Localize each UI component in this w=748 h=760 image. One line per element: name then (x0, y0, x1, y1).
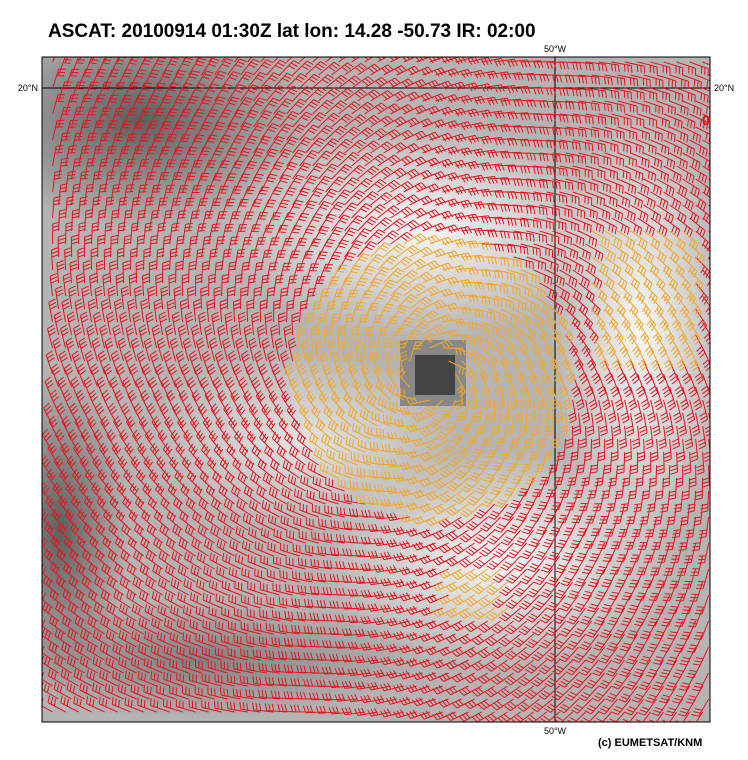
credit: (c) EUMETSAT/KNM (598, 737, 702, 749)
map-frame (41, 56, 711, 723)
wind-barb-red (42, 57, 710, 722)
lon-label-top: 50°W (544, 44, 567, 54)
satellite-image (42, 57, 710, 722)
wind-barbs (42, 57, 710, 722)
lat-label-right: 20°N (714, 83, 734, 93)
lon-label-bottom: 50°W (544, 726, 567, 736)
marker: 0 (702, 112, 710, 128)
wind-barb-orange (284, 230, 705, 621)
lat-label-left: 20°N (18, 83, 38, 93)
title: ASCAT: 20100914 01:30Z lat lon: 14.28 -5… (48, 21, 536, 42)
